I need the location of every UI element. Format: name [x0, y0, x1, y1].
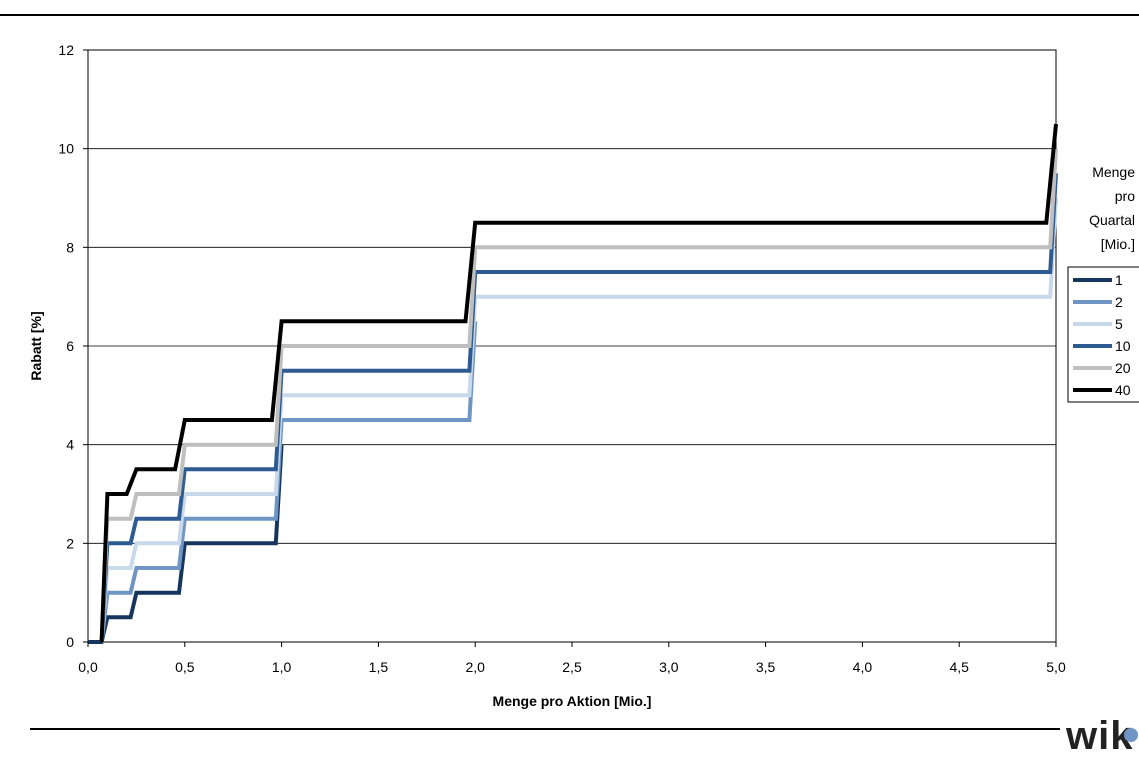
series-line-2: [99, 321, 478, 643]
y-axis-title: Rabatt [%]: [28, 311, 44, 380]
legend-title-line: Menge: [1092, 164, 1135, 180]
x-tick-label: 0,0: [78, 659, 98, 675]
series-line-10: [99, 173, 1058, 643]
series-line-40: [99, 123, 1058, 643]
legend-label-40: 40: [1115, 382, 1131, 398]
x-tick-label: 1,0: [272, 659, 292, 675]
legend-box: [1067, 266, 1139, 403]
series-lines: [88, 123, 1058, 644]
legend-title-line: [Mio.]: [1101, 236, 1135, 252]
x-tick-label: 5,0: [1046, 659, 1066, 675]
x-tick-label: 2,5: [562, 659, 582, 675]
wik-logo: wik: [1066, 714, 1134, 758]
legend-title-line: pro: [1115, 188, 1135, 204]
y-tick-label: 12: [58, 42, 74, 58]
x-tick-label: 1,5: [369, 659, 389, 675]
legend-label-10: 10: [1115, 338, 1131, 354]
legend-title: Menge pro Quartal [Mio.]: [1089, 164, 1135, 252]
legend: 1 2 5 10 20 40: [1073, 272, 1131, 398]
x-tick-label: 3,0: [659, 659, 679, 675]
top-rule: [0, 14, 1139, 16]
x-axis-ticks: 0,0 0,5 1,0 1,5 2,0 2,5 3,0 3,5 4,0 4,5 5,0: [78, 642, 1066, 675]
legend-label-1: 1: [1115, 272, 1123, 288]
y-tick-label: 8: [66, 239, 74, 255]
y-tick-label: 0: [66, 634, 74, 650]
y-tick-label: 10: [58, 141, 74, 157]
legend-label-5: 5: [1115, 316, 1123, 332]
y-tick-label: 2: [66, 535, 74, 551]
wik-logo-mark: [1124, 728, 1138, 742]
legend-label-20: 20: [1115, 360, 1131, 376]
series-line-5: [99, 197, 1058, 643]
x-axis-title: Menge pro Aktion [Mio.]: [493, 693, 652, 709]
x-tick-label: 4,5: [949, 659, 969, 675]
legend-title-line: Quartal: [1089, 212, 1135, 228]
y-tick-label: 6: [66, 338, 74, 354]
y-tick-label: 4: [66, 437, 74, 453]
bottom-rule: [30, 728, 1060, 730]
legend-label-2: 2: [1115, 294, 1123, 310]
series-line-20: [99, 148, 1058, 643]
x-tick-label: 0,5: [175, 659, 195, 675]
x-tick-label: 3,5: [756, 659, 776, 675]
x-tick-label: 4,0: [853, 659, 873, 675]
y-axis-ticks: 0 2 4 6 8 10 12: [58, 42, 88, 650]
x-tick-label: 2,0: [465, 659, 485, 675]
